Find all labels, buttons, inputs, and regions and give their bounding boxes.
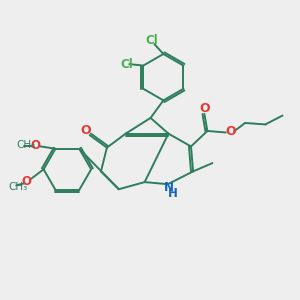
Text: CH₃: CH₃ xyxy=(9,182,28,192)
Text: N: N xyxy=(164,181,173,194)
Text: O: O xyxy=(22,175,32,188)
Text: O: O xyxy=(225,125,236,138)
Text: Cl: Cl xyxy=(145,34,158,46)
Text: H: H xyxy=(168,187,178,200)
Text: O: O xyxy=(80,124,91,137)
Text: O: O xyxy=(30,139,40,152)
Text: O: O xyxy=(199,103,210,116)
Text: CH₃: CH₃ xyxy=(16,140,35,150)
Text: Cl: Cl xyxy=(120,58,133,70)
